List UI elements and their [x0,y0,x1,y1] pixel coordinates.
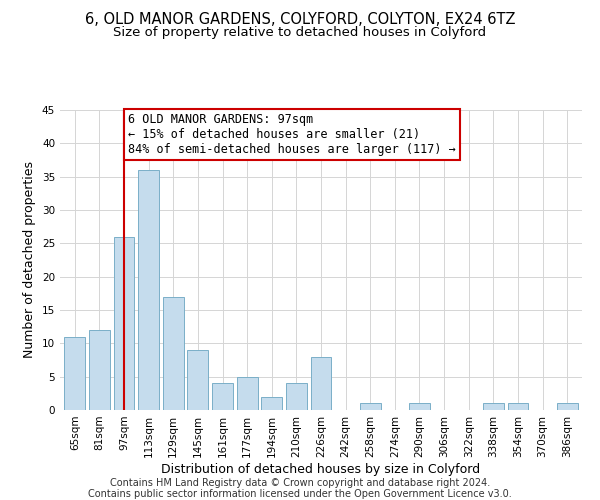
Text: Size of property relative to detached houses in Colyford: Size of property relative to detached ho… [113,26,487,39]
Bar [89,330,110,410]
Bar [286,384,307,410]
Bar [557,404,578,410]
Text: 6 OLD MANOR GARDENS: 97sqm
← 15% of detached houses are smaller (21)
84% of semi: 6 OLD MANOR GARDENS: 97sqm ← 15% of deta… [128,114,455,156]
Bar [64,336,85,410]
Bar [138,170,159,410]
Bar [360,404,381,410]
Bar [163,296,184,410]
Bar [483,404,504,410]
Bar [113,236,134,410]
Y-axis label: Number of detached properties: Number of detached properties [23,162,37,358]
Text: Contains public sector information licensed under the Open Government Licence v3: Contains public sector information licen… [88,489,512,499]
Bar [261,396,282,410]
Bar [409,404,430,410]
Bar [508,404,529,410]
Text: Contains HM Land Registry data © Crown copyright and database right 2024.: Contains HM Land Registry data © Crown c… [110,478,490,488]
Bar [187,350,208,410]
Bar [311,356,331,410]
X-axis label: Distribution of detached houses by size in Colyford: Distribution of detached houses by size … [161,462,481,475]
Bar [212,384,233,410]
Bar [236,376,257,410]
Text: 6, OLD MANOR GARDENS, COLYFORD, COLYTON, EX24 6TZ: 6, OLD MANOR GARDENS, COLYFORD, COLYTON,… [85,12,515,28]
